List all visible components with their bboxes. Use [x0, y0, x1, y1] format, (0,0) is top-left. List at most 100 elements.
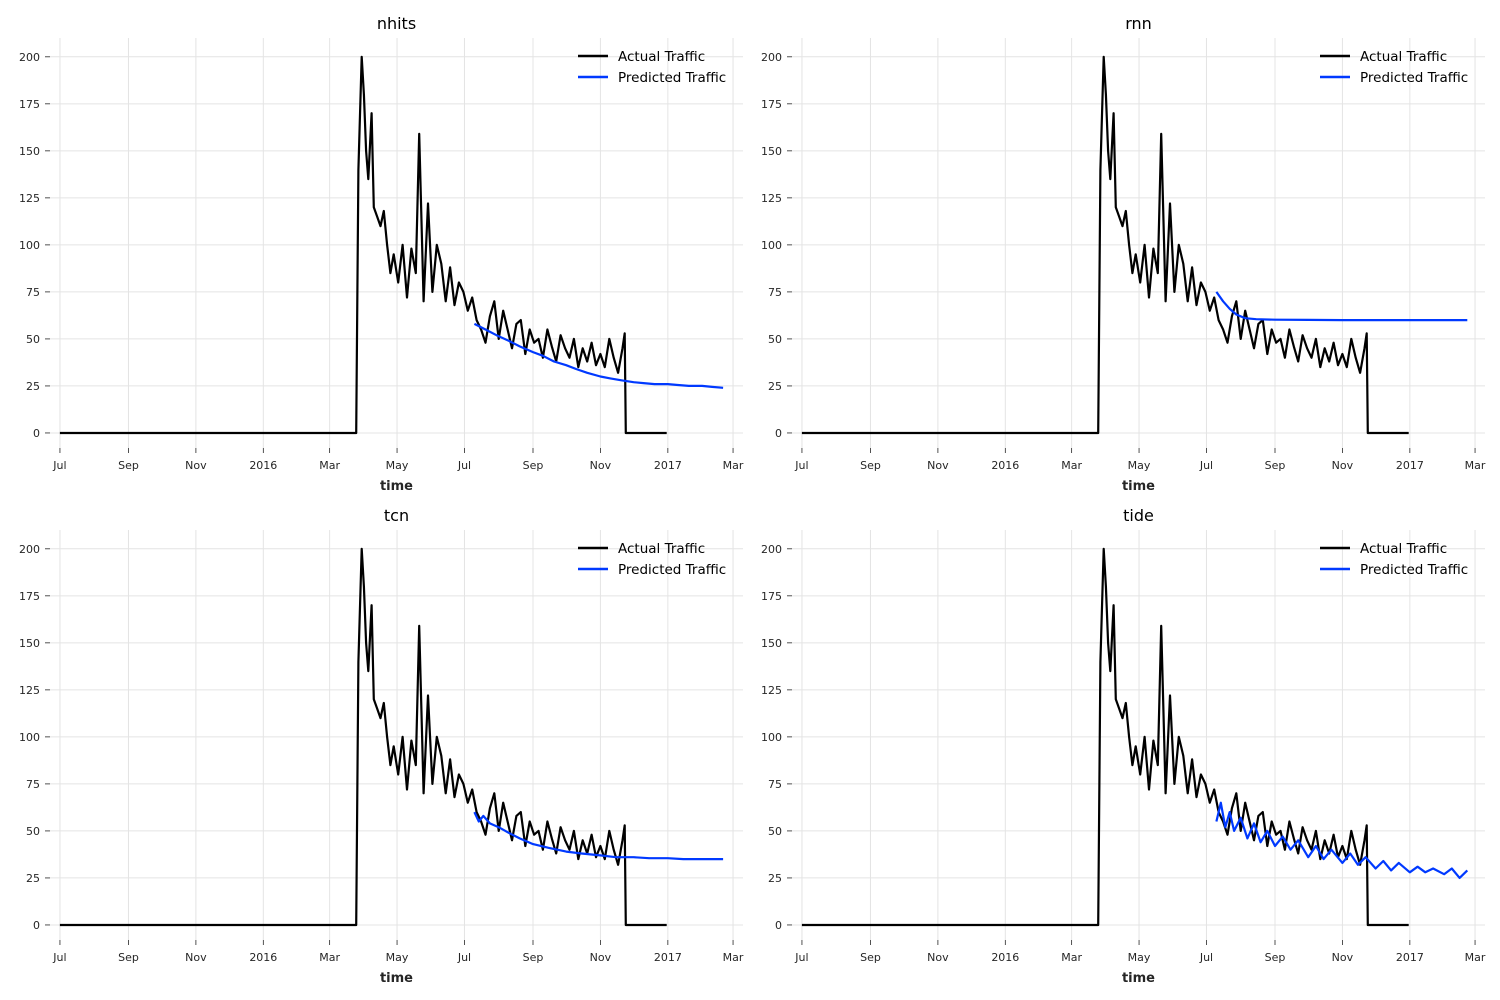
y-tick-label: 25 [768, 380, 782, 393]
x-tick-label: Nov [590, 459, 612, 472]
legend-label: Predicted Traffic [1360, 70, 1468, 86]
x-tick-label: Sep [1265, 459, 1286, 472]
y-tick-label: 0 [775, 427, 782, 440]
x-tick-label: Mar [723, 459, 744, 472]
predicted-traffic-line [1215, 801, 1469, 879]
x-axis-label: time [380, 479, 413, 494]
y-tick-label: 25 [26, 380, 40, 393]
y-tick-label: 175 [19, 590, 40, 603]
legend-label: Predicted Traffic [1360, 562, 1468, 578]
grid [50, 38, 743, 448]
grid [792, 530, 1485, 940]
x-tick-label: 2016 [991, 951, 1019, 964]
y-tick-label: 75 [768, 778, 782, 791]
chart-panel-tide: 0 25 50 75 100 125 150 175 200 Jul Sep Nov 2016 Mar Ma… [761, 506, 1486, 986]
legend-label: Actual Traffic [618, 541, 705, 557]
y-tick-label: 50 [26, 333, 40, 346]
x-axis-label: time [380, 971, 413, 986]
y-tick-label: 100 [19, 731, 40, 744]
x-tick-label: 2017 [1396, 951, 1424, 964]
x-tick-label: Jul [794, 459, 808, 472]
predicted-traffic-line [1215, 291, 1468, 322]
predicted-traffic-line [473, 322, 724, 389]
actual-traffic-line [59, 547, 667, 927]
x-tick-label: Sep [523, 459, 544, 472]
x-tick-label: 2016 [249, 459, 277, 472]
y-tick-label: 100 [761, 731, 782, 744]
y-tick-label: 50 [768, 825, 782, 838]
legend: Actual Traffic Predicted Traffic [1320, 541, 1468, 578]
chart-title: nhits [377, 14, 416, 33]
x-tick-label: Sep [860, 459, 881, 472]
legend: Actual Traffic Predicted Traffic [578, 541, 726, 578]
x-tick-label: 2016 [991, 459, 1019, 472]
x-tick-label: Sep [523, 951, 544, 964]
x-tick-label: Mar [319, 459, 340, 472]
chart-panel-nhits: 0 25 50 75 100 125 150 175 200 Jul Sep Nov 2016 Mar Ma… [19, 14, 744, 494]
x-tick-label: Jul [794, 951, 808, 964]
y-tick-label: 125 [761, 684, 782, 697]
x-tick-label: May [1128, 459, 1151, 472]
x-tick-label: Sep [118, 459, 139, 472]
y-tick-label: 25 [26, 872, 40, 885]
x-tick-label: Mar [319, 951, 340, 964]
y-tick-label: 175 [761, 98, 782, 111]
y-tick-label: 150 [19, 145, 40, 158]
y-tick-label: 125 [761, 192, 782, 205]
y-tick-label: 0 [33, 427, 40, 440]
x-tick-label: Mar [1061, 951, 1082, 964]
y-tick-label: 75 [26, 778, 40, 791]
legend-label: Actual Traffic [1360, 541, 1447, 557]
y-tick-label: 200 [761, 543, 782, 556]
legend: Actual Traffic Predicted Traffic [1320, 49, 1468, 86]
x-tick-label: 2017 [654, 459, 682, 472]
chart-title: rnn [1125, 14, 1152, 33]
legend: Actual Traffic Predicted Traffic [578, 49, 726, 86]
x-tick-label: Sep [860, 951, 881, 964]
x-tick-label: Jul [457, 951, 471, 964]
legend-label: Actual Traffic [618, 49, 705, 65]
x-tick-label: Mar [1465, 951, 1486, 964]
x-tick-label: Mar [1465, 459, 1486, 472]
x-tick-label: May [386, 951, 409, 964]
x-axis-label: time [1122, 971, 1155, 986]
y-tick-label: 150 [761, 637, 782, 650]
actual-traffic-line [801, 55, 1409, 435]
x-tick-label: Jul [1199, 459, 1213, 472]
actual-traffic-line [59, 55, 667, 435]
y-tick-label: 125 [19, 684, 40, 697]
legend-label: Actual Traffic [1360, 49, 1447, 65]
x-tick-label: May [1128, 951, 1151, 964]
chart-title: tide [1123, 506, 1154, 525]
x-tick-label: 2017 [1396, 459, 1424, 472]
y-tick-label: 200 [19, 543, 40, 556]
y-tick-label: 0 [775, 919, 782, 932]
y-tick-label: 100 [761, 239, 782, 252]
x-tick-label: Nov [1332, 951, 1354, 964]
x-tick-label: Sep [1265, 951, 1286, 964]
chart-title: tcn [384, 506, 409, 525]
x-tick-label: Jul [457, 459, 471, 472]
y-tick-label: 200 [761, 51, 782, 64]
x-tick-label: Nov [927, 951, 949, 964]
y-tick-label: 75 [26, 286, 40, 299]
legend-label: Predicted Traffic [618, 70, 726, 86]
x-tick-label: Sep [118, 951, 139, 964]
y-tick-label: 150 [19, 637, 40, 650]
y-tick-label: 125 [19, 192, 40, 205]
y-tick-label: 75 [768, 286, 782, 299]
x-tick-label: Jul [52, 951, 66, 964]
x-tick-label: Jul [52, 459, 66, 472]
y-tick-label: 100 [19, 239, 40, 252]
y-tick-label: 175 [19, 98, 40, 111]
x-tick-label: Nov [185, 951, 207, 964]
x-axis-label: time [1122, 479, 1155, 494]
grid [50, 530, 743, 940]
chart-panel-tcn: 0 25 50 75 100 125 150 175 200 Jul Sep Nov 2016 Mar Ma… [19, 506, 744, 986]
x-tick-label: Nov [590, 951, 612, 964]
x-tick-label: Mar [723, 951, 744, 964]
y-tick-label: 25 [768, 872, 782, 885]
x-tick-label: May [386, 459, 409, 472]
x-tick-label: Nov [927, 459, 949, 472]
